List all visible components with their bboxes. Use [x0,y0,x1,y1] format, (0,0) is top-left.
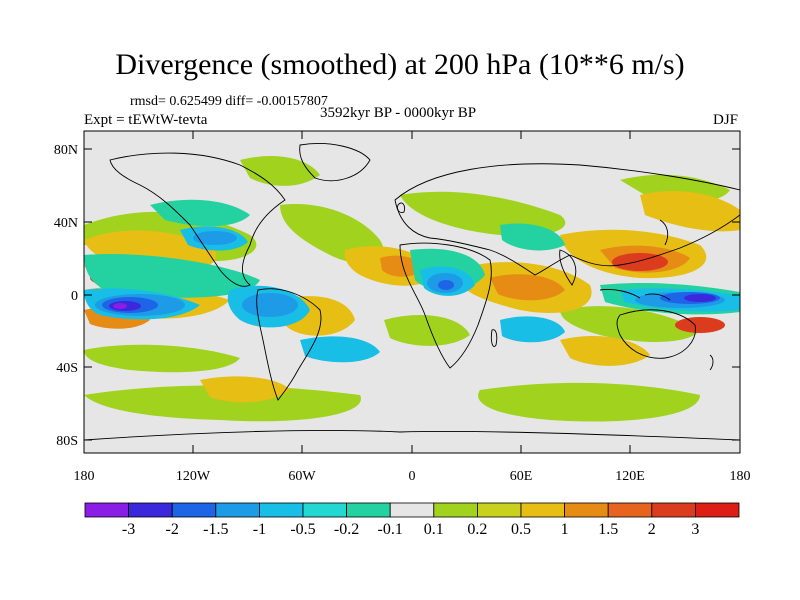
colorbar-label: -2 [166,521,179,538]
x-label-180w: 180 [74,469,95,484]
x-label-120w: 120W [176,469,211,484]
contour-fields [84,155,740,422]
colorbar-swatch [695,502,740,518]
colorbar-swatch [302,502,347,518]
period-label: 3592kyr BP - 0000kyr BP [320,105,477,121]
colorbar-swatch [520,502,565,518]
x-label-60w: 60W [288,469,316,484]
colorbar-label: 2 [648,521,656,538]
colorbar-label: -0.2 [334,521,359,538]
colorbar-swatch [651,502,696,518]
colorbar-label: 0.5 [511,521,531,538]
colorbar-label: 1 [561,521,569,538]
y-label-0: 0 [71,289,78,304]
coastlines [84,143,740,441]
colorbar-label: 0.1 [424,521,444,538]
y-label-80s: 80S [56,434,78,449]
x-label-60e: 60E [510,469,533,484]
colorbar-swatch [433,502,478,518]
y-ticks [84,148,740,441]
colorbar-swatch [389,502,435,518]
plot-title: Divergence (smoothed) at 200 hPa (10**6 … [115,48,685,81]
x-label-0: 0 [409,469,416,484]
season-label: DJF [712,112,738,128]
colorbar-label: -3 [122,521,135,538]
y-label-40s: 40S [56,361,78,376]
y-label-80n: 80N [54,143,78,158]
stats-text: rmsd= 0.625499 diff= -0.00157807 [130,94,328,109]
colorbar-swatch [476,502,522,518]
colorbar-label: 1.5 [598,521,618,538]
colorbar-label: -0.1 [378,521,403,538]
colorbar-swatch [258,502,304,518]
experiment-label: Expt = tEWtW-tevta [84,112,208,128]
colorbar-label: 3 [691,521,699,538]
colorbar-label: -0.5 [290,521,315,538]
colorbar-swatch [215,502,260,518]
colorbar-label: -1 [253,521,266,538]
x-label-180e: 180 [730,469,751,484]
y-label-40n: 40N [54,216,78,231]
colorbar-label: -1.5 [203,521,228,538]
x-label-120e: 120E [615,469,645,484]
colorbar-swatch [564,502,609,518]
colorbar [84,502,740,518]
colorbar-label: 0.2 [467,521,487,538]
colorbar-labels: -3 -2 -1.5 -1 -0.5 -0.2 -0.1 0.1 0.2 0.5 1 1.5 2 3 [122,521,699,538]
colorbar-swatch [128,502,173,518]
colorbar-swatch [607,502,653,518]
colorbar-swatch [346,502,391,518]
colorbar-swatch [84,502,129,518]
colorbar-swatch [171,502,217,518]
x-ticks [83,131,741,453]
